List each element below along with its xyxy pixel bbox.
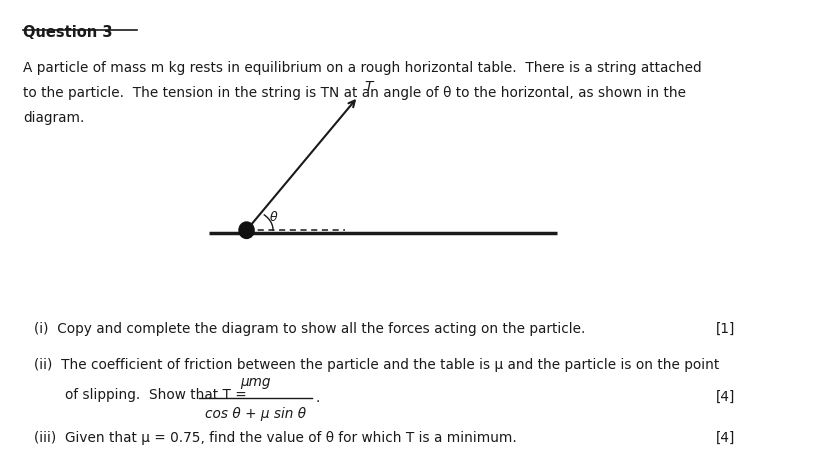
Text: to the particle.  The tension in the string is TN at an angle of θ to the horizo: to the particle. The tension in the stri… [23,86,686,100]
Text: $\theta$: $\theta$ [269,211,279,225]
Text: [4]: [4] [716,431,735,445]
Text: cos θ + μ sin θ: cos θ + μ sin θ [205,407,306,421]
Text: (iii)  Given that μ = 0.75, find the value of θ for which T is a minimum.: (iii) Given that μ = 0.75, find the valu… [34,431,518,445]
Text: T: T [364,80,373,94]
Text: of slipping.  Show that T =: of slipping. Show that T = [65,388,246,402]
Text: diagram.: diagram. [23,112,85,126]
Ellipse shape [239,222,254,239]
Text: A particle of mass m kg rests in equilibrium on a rough horizontal table.  There: A particle of mass m kg rests in equilib… [23,61,701,75]
Text: (ii)  The coefficient of friction between the particle and the table is μ and th: (ii) The coefficient of friction between… [34,358,720,372]
Text: (i)  Copy and complete the diagram to show all the forces acting on the particle: (i) Copy and complete the diagram to sho… [34,322,586,336]
Text: Question 3: Question 3 [23,25,112,40]
Text: [4]: [4] [716,390,735,404]
Text: [1]: [1] [716,322,735,336]
Text: .: . [315,391,319,405]
Text: μmg: μmg [240,375,271,389]
